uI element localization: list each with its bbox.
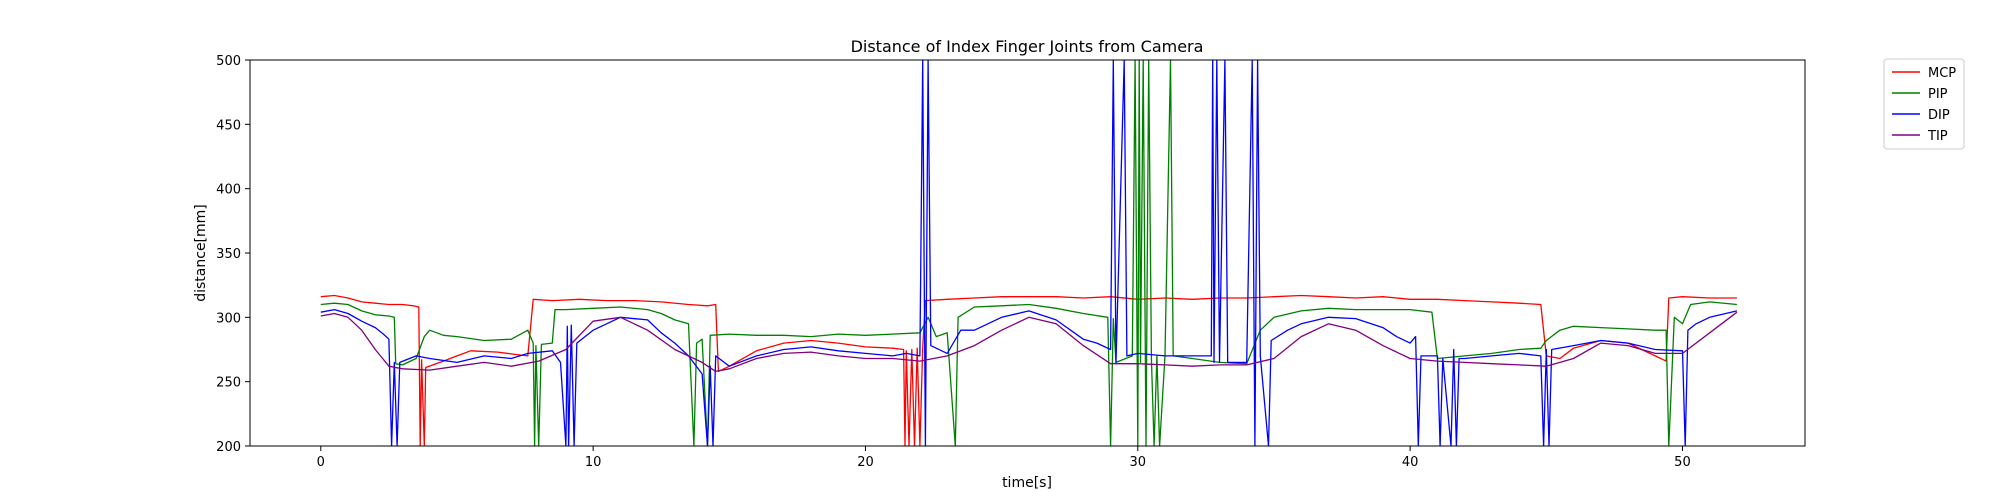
series-line-tip [320, 311, 1738, 373]
y-tick-label: 300 [216, 311, 241, 326]
x-tick-label: 40 [1402, 455, 1419, 470]
legend-label-tip: TIP [1927, 129, 1948, 144]
legend-label-mcp: MCP [1928, 66, 1956, 81]
y-axis: 200 250 300 350 400 450 500 [216, 54, 250, 455]
x-tick-label: 10 [585, 455, 602, 470]
chart-title: Distance of Index Finger Joints from Cam… [851, 37, 1204, 56]
y-tick-label: 400 [216, 183, 241, 198]
y-tick-label: 350 [216, 247, 241, 262]
y-tick-label: 200 [216, 440, 241, 455]
legend-frame [1883, 58, 1965, 150]
series-line-dip [320, 60, 1738, 446]
x-axis: 0 10 20 30 40 50 [317, 446, 1691, 470]
x-tick-label: 0 [317, 455, 325, 470]
series-group [320, 60, 1738, 446]
series-line-pip [320, 60, 1737, 446]
plot-frame [249, 59, 1806, 447]
x-axis-title: time[s] [1002, 475, 1052, 491]
legend: MCP PIP DIP TIP [1883, 58, 1965, 150]
legend-label-dip: DIP [1928, 108, 1950, 123]
y-tick-label: 450 [216, 118, 241, 133]
y-axis-title: distance[mm] [193, 204, 209, 302]
x-tick-label: 20 [857, 455, 874, 470]
x-tick-label: 50 [1674, 455, 1691, 470]
y-tick-label: 500 [216, 54, 241, 69]
plot-area [249, 59, 1806, 447]
y-tick-label: 250 [216, 376, 241, 391]
x-tick-label: 30 [1130, 455, 1147, 470]
legend-label-pip: PIP [1928, 87, 1948, 102]
